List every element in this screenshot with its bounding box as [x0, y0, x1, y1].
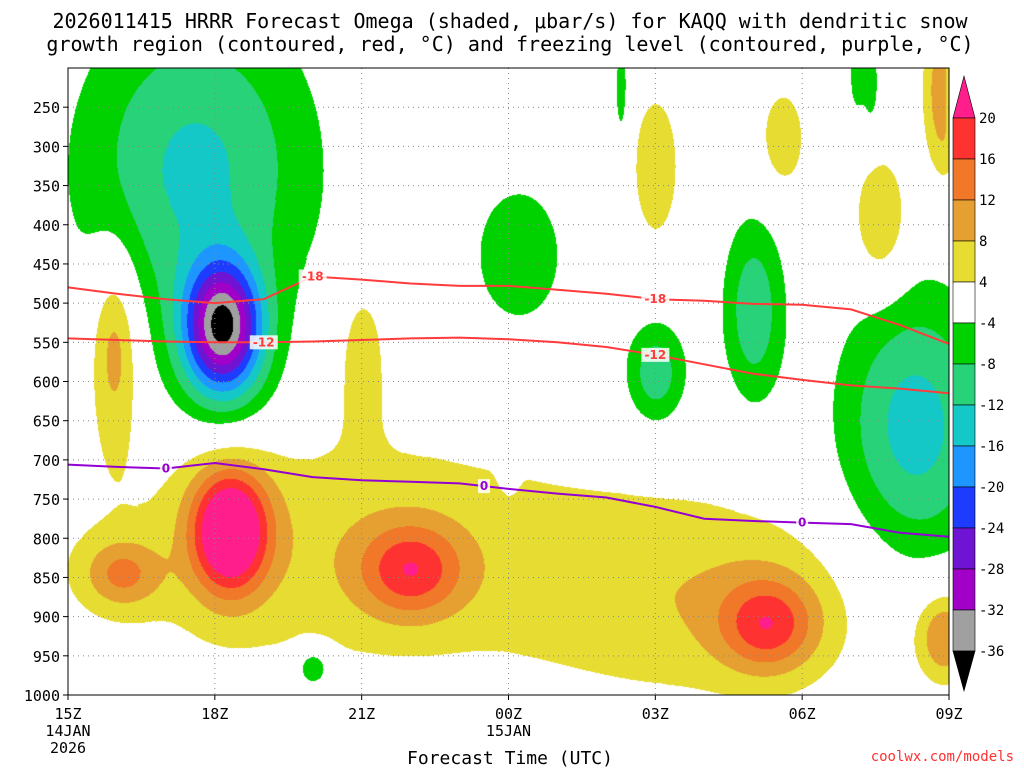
dendritic-minus-12-label: -12	[644, 348, 666, 362]
colorbar-label: -20	[979, 480, 1004, 496]
y-tick-label: 700	[33, 452, 60, 470]
temperature-contours: -18 -18 -12 -12 0 0 0	[68, 269, 949, 538]
x-tick-label: 09Z	[935, 705, 962, 723]
x-tick-date: 15JAN	[486, 722, 531, 740]
x-tick-label: 03Z	[642, 705, 669, 723]
colorbar-swatch	[952, 363, 976, 406]
y-tick-label: 300	[33, 138, 60, 156]
freezing-level-0-label: 0	[162, 461, 170, 475]
dendritic-minus-18-label-bg	[641, 292, 670, 307]
colorbar-top-arrow	[952, 74, 976, 119]
y-tick-label: 850	[33, 569, 60, 587]
colorbar-swatch	[952, 568, 976, 611]
x-tick-label: 21Z	[348, 705, 375, 723]
dendritic-minus-12-label-bg	[641, 347, 670, 362]
freezing-level-0-label-bg	[796, 515, 809, 530]
y-tick-label: 950	[33, 648, 60, 666]
colorbar-swatch	[952, 281, 976, 324]
x-tick-year: 2026	[50, 739, 86, 757]
colorbar-label: 8	[979, 234, 987, 250]
colorbar-swatch	[952, 527, 976, 570]
y-tick-label: 550	[33, 334, 60, 352]
colorbar-label: 20	[979, 111, 996, 127]
x-tick-label: 00Z	[495, 705, 522, 723]
y-tick-label: 600	[33, 374, 60, 392]
colorbar-label: -16	[979, 439, 1004, 455]
dendritic-minus-12-label: -12	[253, 335, 275, 349]
colorbar-swatch	[952, 158, 976, 201]
y-tick-label: 800	[33, 530, 60, 548]
grid-lines	[68, 68, 949, 695]
colorbar-label: -36	[979, 644, 1004, 660]
colorbar-label: 12	[979, 193, 996, 209]
colorbar-swatch	[952, 240, 976, 283]
y-tick-label: 500	[33, 295, 60, 313]
x-tick-label: 15Z	[54, 705, 81, 723]
colorbar-label: -8	[979, 357, 996, 373]
freezing-level-0-label: 0	[798, 516, 806, 530]
credit-text: coolwx.com/models	[871, 749, 1014, 765]
colorbar-swatch	[952, 199, 976, 242]
dendritic-minus-12-label-bg	[249, 335, 278, 350]
colorbar-swatch	[952, 117, 976, 160]
dendritic-minus-18-label: -18	[302, 269, 324, 283]
dendritic-minus-12-contour	[68, 336, 949, 395]
colorbar-swatch	[952, 404, 976, 447]
colorbar: 20 16 12 8 4 -4 -8 -12 -16 -20 -24 -28 -32 -36	[952, 74, 1004, 693]
colorbar-bottom-arrow	[952, 650, 976, 693]
colorbar-swatch	[952, 609, 976, 652]
colorbar-label: -4	[979, 316, 996, 332]
chart-title-line-1: 2026011415 HRRR Forecast Omega (shaded, …	[52, 9, 968, 33]
dendritic-minus-18-contour	[68, 275, 949, 345]
colorbar-label: -24	[979, 521, 1004, 537]
dendritic-minus-18-label-bg	[298, 269, 327, 284]
x-tick-date: 14JAN	[45, 722, 90, 740]
y-tick-label: 350	[33, 178, 60, 196]
y-axis: 250 300 350 400 450 500 550 600 650 700 750 800 850 9…	[24, 99, 68, 705]
freezing-level-0-label-bg	[478, 479, 491, 494]
dendritic-minus-18-label: -18	[644, 292, 666, 306]
chart-title-line-2: growth region (contoured, red, °C) and f…	[46, 32, 973, 56]
colorbar-label: 4	[979, 275, 987, 291]
y-tick-label: 650	[33, 413, 60, 431]
colorbar-swatch	[952, 486, 976, 529]
y-tick-label: 900	[33, 609, 60, 627]
colorbar-label: -12	[979, 398, 1004, 414]
y-tick-label: 450	[33, 256, 60, 274]
x-tick-label: 06Z	[789, 705, 816, 723]
freezing-level-0-label: 0	[480, 479, 488, 493]
colorbar-label: -32	[979, 603, 1004, 619]
x-tick-label: 18Z	[201, 705, 228, 723]
colorbar-label: -28	[979, 562, 1004, 578]
colorbar-swatch	[952, 445, 976, 488]
y-tick-label: 400	[33, 217, 60, 235]
colorbar-label: 16	[979, 152, 996, 168]
y-tick-label: 750	[33, 491, 60, 509]
y-tick-label: 250	[33, 99, 60, 117]
colorbar-swatch	[952, 322, 976, 365]
freezing-level-0-label-bg	[159, 461, 172, 476]
y-tick-label: 1000	[24, 687, 60, 705]
x-axis-title: Forecast Time (UTC)	[407, 748, 613, 768]
plot-area: -18 -18 -12 -12 0 0 0	[68, 68, 949, 695]
